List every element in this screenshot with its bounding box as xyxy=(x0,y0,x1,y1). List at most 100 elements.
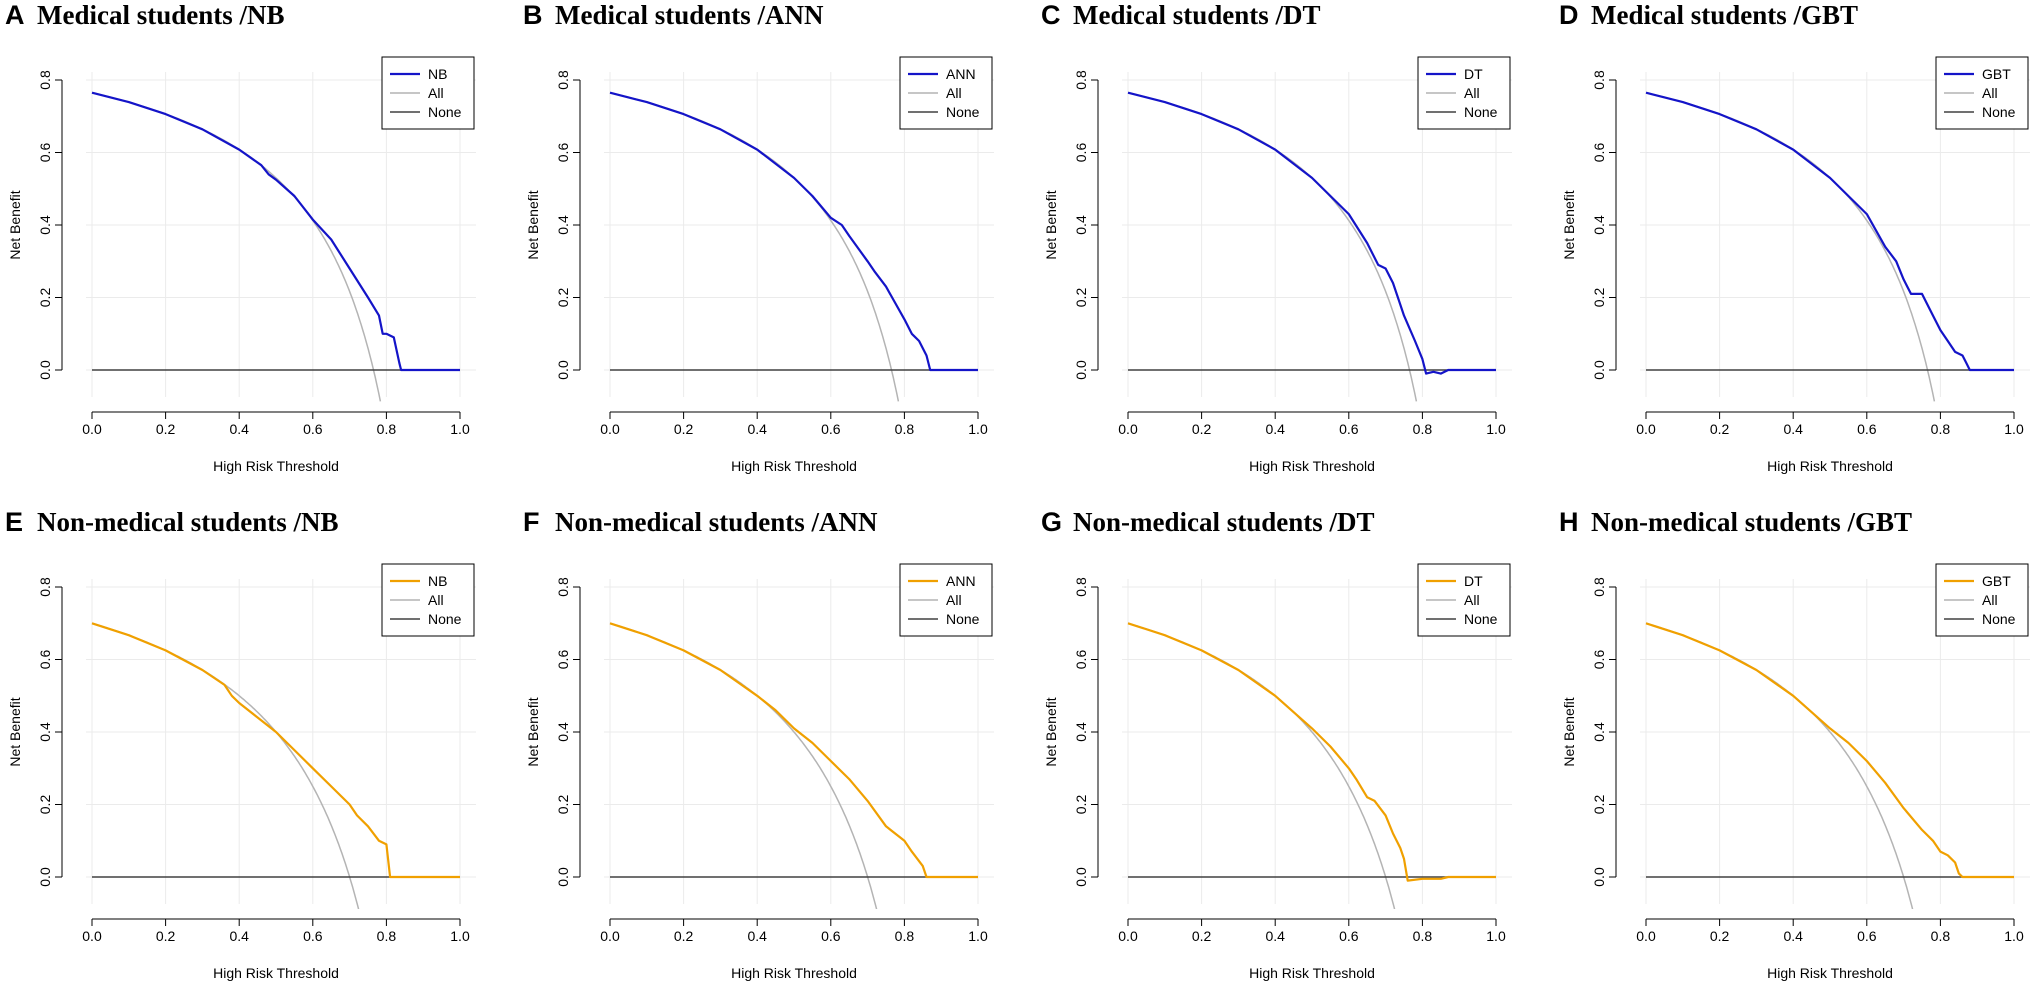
x-axis-label: High Risk Threshold xyxy=(731,965,857,981)
y-tick-label: 0.2 xyxy=(555,288,571,308)
x-tick-label: 0.8 xyxy=(1931,928,1951,944)
panel-letter: G xyxy=(1041,507,1062,537)
y-tick-label: 0.8 xyxy=(37,70,53,90)
y-tick-label: 0.0 xyxy=(1073,867,1089,887)
x-tick-label: 0.0 xyxy=(600,421,620,437)
legend-label: All xyxy=(1464,592,1480,608)
y-tick-label: 0.8 xyxy=(37,577,53,597)
y-axis-label: Net Benefit xyxy=(7,697,23,766)
y-tick-label: 0.2 xyxy=(1073,288,1089,308)
legend: ANN All None xyxy=(899,56,993,130)
legend-label: All xyxy=(946,85,962,101)
panel-a: A Medical students /NB 0.0 0.2 0.4 0.6 0.8 1.0 0… xyxy=(5,0,476,474)
y-axis-label: Net Benefit xyxy=(525,190,541,259)
series-model-line xyxy=(609,91,978,372)
panel-title: Medical students /DT xyxy=(1073,0,1321,30)
x-tick-label: 0.4 xyxy=(1265,421,1285,437)
panel-letter: B xyxy=(523,0,543,30)
x-tick-label: 0.2 xyxy=(156,928,176,944)
panel-title: Non-medical students /DT xyxy=(1073,507,1375,537)
x-tick-label: 1.0 xyxy=(1486,421,1506,437)
legend-label: None xyxy=(946,104,980,120)
y-axis-label: Net Benefit xyxy=(1561,190,1577,259)
x-tick-label: 0.8 xyxy=(1931,421,1951,437)
series-model-line xyxy=(91,622,460,879)
x-tick-label: 0.0 xyxy=(1118,421,1138,437)
y-tick-label: 0.4 xyxy=(1591,215,1607,235)
x-tick-label: 0.2 xyxy=(156,421,176,437)
y-tick-label: 0.0 xyxy=(555,867,571,887)
plot-area xyxy=(1127,622,1496,909)
legend-label: DT xyxy=(1464,573,1483,589)
plot-area xyxy=(91,91,460,402)
y-tick-label: 0.0 xyxy=(1591,867,1607,887)
y-tick-label: 0.8 xyxy=(1073,577,1089,597)
plot-area xyxy=(91,622,460,909)
x-tick-label: 0.2 xyxy=(1710,928,1730,944)
panel-title: Non-medical students /NB xyxy=(37,507,339,537)
x-tick-label: 0.0 xyxy=(82,421,102,437)
y-tick-label: 0.6 xyxy=(1073,143,1089,163)
legend-label: All xyxy=(1464,85,1480,101)
legend-label: All xyxy=(1982,592,1998,608)
y-tick-label: 0.6 xyxy=(1591,650,1607,670)
legend-label: NB xyxy=(428,66,447,82)
x-tick-label: 0.4 xyxy=(1783,421,1803,437)
x-tick-label: 0.0 xyxy=(600,928,620,944)
legend-label: None xyxy=(1464,104,1498,120)
x-axis-label: High Risk Threshold xyxy=(731,458,857,474)
x-tick-label: 0.4 xyxy=(1783,928,1803,944)
legend-label: None xyxy=(1464,611,1498,627)
plot-area xyxy=(1645,91,2014,402)
legend-label: GBT xyxy=(1982,66,2011,82)
legend: ANN All None xyxy=(899,563,993,637)
y-axis-label: Net Benefit xyxy=(1561,697,1577,766)
y-tick-label: 0.0 xyxy=(37,867,53,887)
y-tick-label: 0.8 xyxy=(1591,577,1607,597)
x-tick-label: 0.4 xyxy=(229,421,249,437)
panel-title: Medical students /GBT xyxy=(1591,0,1858,30)
x-tick-label: 0.0 xyxy=(1636,928,1656,944)
legend-label: All xyxy=(428,85,444,101)
y-axis-label: Net Benefit xyxy=(1043,697,1059,766)
series-all-line xyxy=(609,91,900,402)
panel-g: G Non-medical students /DT 0.0 0.2 0.4 0.6 0.8… xyxy=(1041,507,1512,981)
legend-label: All xyxy=(946,592,962,608)
legend-label: None xyxy=(428,104,462,120)
series-model-line xyxy=(609,622,978,879)
series-model-line xyxy=(1127,622,1496,882)
panel-c: C Medical students /DT 0.0 0.2 0.4 0.6 0.8 1.0 0… xyxy=(1041,0,1512,474)
x-tick-label: 0.0 xyxy=(82,928,102,944)
plot-area xyxy=(1645,622,2014,909)
plot-area xyxy=(609,622,978,909)
x-tick-label: 0.6 xyxy=(821,928,841,944)
plot-area xyxy=(1127,91,1496,402)
x-tick-label: 0.8 xyxy=(377,421,397,437)
y-tick-label: 0.4 xyxy=(37,215,53,235)
legend-label: None xyxy=(428,611,462,627)
y-tick-label: 0.6 xyxy=(37,143,53,163)
panel-letter: F xyxy=(523,507,540,537)
x-tick-label: 1.0 xyxy=(450,421,470,437)
x-tick-label: 0.8 xyxy=(895,928,915,944)
y-tick-label: 0.2 xyxy=(37,288,53,308)
x-tick-label: 0.6 xyxy=(821,421,841,437)
x-tick-label: 0.8 xyxy=(1413,421,1433,437)
x-tick-label: 1.0 xyxy=(1486,928,1506,944)
x-tick-label: 1.0 xyxy=(2004,928,2024,944)
x-tick-label: 0.6 xyxy=(303,421,323,437)
y-tick-label: 0.8 xyxy=(1591,70,1607,90)
x-tick-label: 0.4 xyxy=(229,928,249,944)
x-tick-label: 0.6 xyxy=(1857,928,1877,944)
x-axis-label: High Risk Threshold xyxy=(213,965,339,981)
y-tick-label: 0.4 xyxy=(1073,722,1089,742)
panel-d: D Medical students /GBT 0.0 0.2 0.4 0.6 0.8 1.0… xyxy=(1559,0,2030,474)
panel-title: Medical students /ANN xyxy=(555,0,824,30)
legend-label: All xyxy=(1982,85,1998,101)
x-tick-label: 1.0 xyxy=(968,421,988,437)
series-all-line xyxy=(91,622,360,909)
plot-area xyxy=(609,91,978,402)
y-axis-label: Net Benefit xyxy=(1043,190,1059,259)
x-tick-label: 0.0 xyxy=(1636,421,1656,437)
y-tick-label: 0.4 xyxy=(1591,722,1607,742)
